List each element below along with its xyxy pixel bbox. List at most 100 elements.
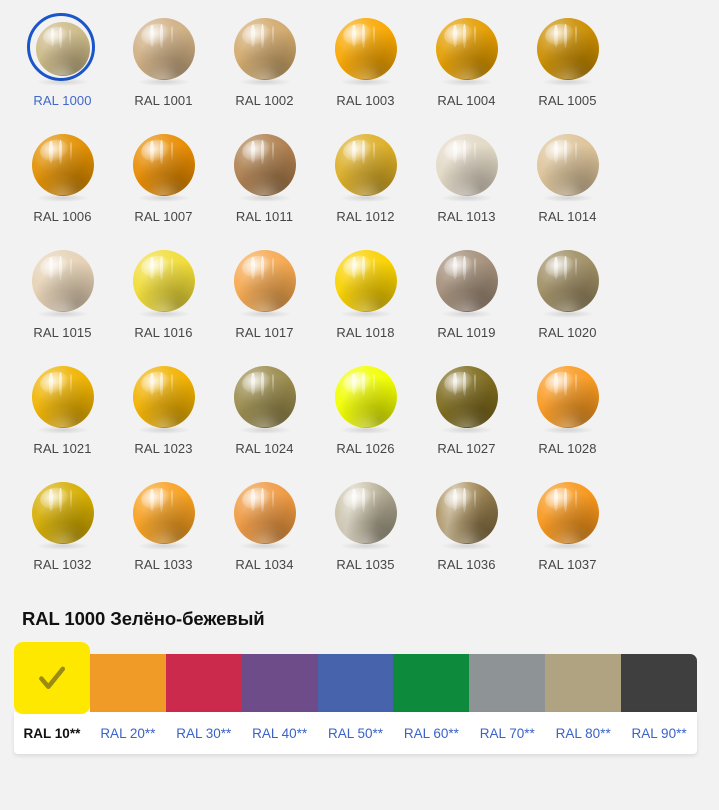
swatch-item-ral-1017[interactable]: RAL 1017 [214,246,315,362]
sphere-wrap[interactable] [230,478,300,550]
swatch-item-ral-1021[interactable]: RAL 1021 [12,362,113,478]
tab-label-ral-70[interactable]: RAL 70** [479,725,535,741]
sphere-wrap[interactable] [28,130,98,202]
sphere-wrap[interactable] [230,246,300,318]
swatch-item-ral-1033[interactable]: RAL 1033 [113,478,214,594]
swatch-item-ral-1016[interactable]: RAL 1016 [113,246,214,362]
swatch-item-ral-1004[interactable]: RAL 1004 [416,14,517,130]
swatch-item-ral-1036[interactable]: RAL 1036 [416,478,517,594]
sphere-wrap[interactable] [331,14,401,86]
swatch-item-ral-1032[interactable]: RAL 1032 [12,478,113,594]
color-sphere[interactable] [435,18,498,80]
color-sphere[interactable] [334,250,397,312]
sphere-wrap[interactable] [28,246,98,318]
color-sphere[interactable] [435,482,498,544]
tab-label-ral-60[interactable]: RAL 60** [403,725,459,741]
sphere-wrap[interactable] [331,362,401,434]
color-sphere[interactable] [233,366,296,428]
color-sphere[interactable] [132,482,195,544]
color-sphere[interactable] [435,134,498,196]
color-sphere[interactable] [536,250,599,312]
swatch-item-ral-1014[interactable]: RAL 1014 [517,130,618,246]
color-sphere[interactable] [435,366,498,428]
swatch-item-ral-1019[interactable]: RAL 1019 [416,246,517,362]
color-sphere[interactable] [132,366,195,428]
color-sphere[interactable] [435,250,498,312]
color-sphere[interactable] [132,18,195,80]
tab-label-ral-30[interactable]: RAL 30** [176,725,232,741]
swatch-item-ral-1028[interactable]: RAL 1028 [517,362,618,478]
sphere-wrap[interactable] [129,362,199,434]
tab-swatch-ral-90[interactable] [621,654,698,712]
sphere-wrap[interactable] [533,478,603,550]
sphere-wrap[interactable] [331,246,401,318]
tab-swatch-ral-40[interactable] [241,654,318,712]
swatch-item-ral-1006[interactable]: RAL 1006 [12,130,113,246]
swatch-item-ral-1023[interactable]: RAL 1023 [113,362,214,478]
color-sphere[interactable] [233,18,296,80]
tab-swatch-ral-80[interactable] [545,654,622,712]
tab-swatch-ral-10[interactable] [14,642,90,714]
sphere-wrap[interactable] [533,130,603,202]
swatch-item-ral-1013[interactable]: RAL 1013 [416,130,517,246]
color-sphere[interactable] [31,482,94,544]
tab-swatch-ral-70[interactable] [469,654,546,712]
swatch-item-ral-1034[interactable]: RAL 1034 [214,478,315,594]
sphere-wrap[interactable] [533,362,603,434]
sphere-wrap[interactable] [28,478,98,550]
tab-swatch-ral-50[interactable] [317,654,394,712]
color-sphere[interactable] [334,482,397,544]
swatch-item-ral-1027[interactable]: RAL 1027 [416,362,517,478]
sphere-wrap[interactable] [230,14,300,86]
sphere-wrap[interactable] [129,130,199,202]
color-sphere[interactable] [536,366,599,428]
sphere-wrap[interactable] [331,130,401,202]
sphere-wrap[interactable] [129,478,199,550]
sphere-wrap[interactable] [432,130,502,202]
sphere-wrap[interactable] [230,362,300,434]
tab-swatch-ral-20[interactable] [89,654,166,712]
sphere-wrap[interactable] [432,246,502,318]
swatch-item-ral-1024[interactable]: RAL 1024 [214,362,315,478]
tab-swatch-ral-30[interactable] [165,654,242,712]
sphere-wrap[interactable] [331,478,401,550]
swatch-item-ral-1005[interactable]: RAL 1005 [517,14,618,130]
swatch-item-ral-1037[interactable]: RAL 1037 [517,478,618,594]
color-sphere[interactable] [536,18,599,80]
sphere-wrap[interactable] [533,14,603,86]
color-sphere[interactable] [334,18,397,80]
swatch-item-ral-1015[interactable]: RAL 1015 [12,246,113,362]
tab-label-ral-40[interactable]: RAL 40** [252,725,308,741]
swatch-item-ral-1001[interactable]: RAL 1001 [113,14,214,130]
swatch-item-ral-1012[interactable]: RAL 1012 [315,130,416,246]
color-sphere[interactable] [233,250,296,312]
color-sphere[interactable] [31,366,94,428]
tab-label-ral-50[interactable]: RAL 50** [327,725,384,741]
selection-ring[interactable] [26,13,98,86]
tab-label-ral-10[interactable]: RAL 10** [23,725,81,741]
color-sphere[interactable] [233,134,296,196]
color-sphere[interactable] [536,482,599,544]
color-sphere[interactable] [536,134,599,196]
sphere-wrap[interactable] [230,130,300,202]
color-sphere[interactable] [334,366,397,428]
sphere-wrap[interactable] [432,478,502,550]
color-sphere[interactable] [132,134,195,196]
color-sphere[interactable] [132,250,195,312]
color-sphere[interactable] [334,134,397,196]
swatch-item-ral-1035[interactable]: RAL 1035 [315,478,416,594]
color-sphere[interactable] [31,250,94,312]
tab-swatch-ral-60[interactable] [393,654,470,712]
sphere-wrap[interactable] [533,246,603,318]
color-sphere[interactable] [233,482,296,544]
color-sphere[interactable] [35,22,90,76]
tab-label-ral-20[interactable]: RAL 20** [100,725,156,741]
sphere-wrap[interactable] [432,362,502,434]
swatch-item-ral-1003[interactable]: RAL 1003 [315,14,416,130]
color-sphere[interactable] [31,134,94,196]
swatch-item-ral-1020[interactable]: RAL 1020 [517,246,618,362]
swatch-item-ral-1011[interactable]: RAL 1011 [214,130,315,246]
sphere-wrap[interactable] [432,14,502,86]
sphere-wrap[interactable] [28,362,98,434]
swatch-item-ral-1018[interactable]: RAL 1018 [315,246,416,362]
